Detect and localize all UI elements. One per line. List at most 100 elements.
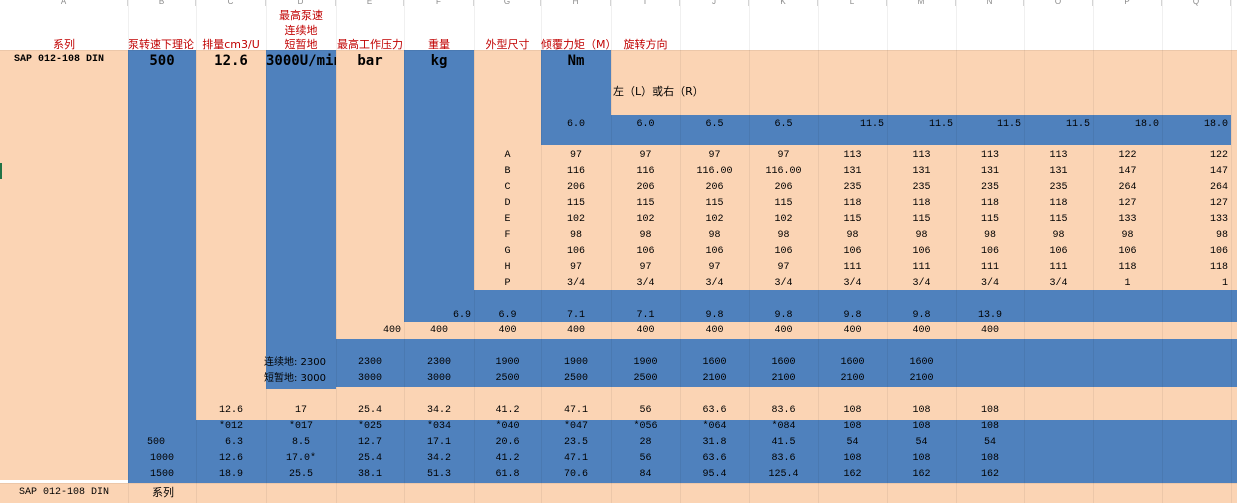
column-header-e[interactable]: E: [336, 0, 404, 6]
cell-pressure[interactable]: 400: [980, 325, 999, 336]
cell-flow[interactable]: 17.1: [426, 437, 451, 448]
cell-intermittent-speed[interactable]: 2500: [633, 373, 658, 384]
dim-value[interactable]: 98: [983, 230, 996, 241]
cell-weight[interactable]: 7.1: [566, 310, 585, 321]
dim-value[interactable]: 102: [636, 214, 655, 225]
cell-continuous-speed[interactable]: 1600: [840, 357, 865, 368]
cell-moment[interactable]: 6.0: [566, 119, 585, 130]
dim-value[interactable]: 118: [912, 198, 931, 209]
dim-value[interactable]: 131: [843, 166, 862, 177]
cell-flow-speed[interactable]: 1000: [149, 453, 174, 464]
cell-pressure[interactable]: 400: [705, 325, 724, 336]
cell-displacement[interactable]: 41.2: [495, 405, 520, 416]
cell-pressure[interactable]: 400: [498, 325, 517, 336]
dim-value[interactable]: 97: [708, 262, 721, 273]
cell-continuous-label[interactable]: 连续地: 2300: [264, 357, 326, 368]
dim-label-g[interactable]: G: [504, 246, 511, 257]
cell-code[interactable]: *084: [771, 421, 796, 432]
dim-value[interactable]: 235: [1049, 182, 1068, 193]
dim-value[interactable]: 116.00: [765, 166, 802, 177]
cell-flow[interactable]: 47.1: [563, 453, 588, 464]
dim-value[interactable]: 115: [1049, 214, 1068, 225]
cell-flow[interactable]: 54: [983, 437, 996, 448]
header-displacement[interactable]: 排量cm3/U: [202, 38, 260, 51]
dim-value[interactable]: 115: [843, 214, 862, 225]
footer-series-name[interactable]: SAP 012-108 DIN: [18, 487, 109, 498]
header-overturning-moment[interactable]: 倾覆力矩（M）: [541, 38, 611, 51]
cell-displacement[interactable]: 17: [294, 405, 307, 416]
dim-value[interactable]: 131: [1049, 166, 1068, 177]
dim-value[interactable]: 106: [1209, 246, 1228, 257]
cell-intermittent-speed[interactable]: 3000: [426, 373, 451, 384]
dim-value[interactable]: 3/4: [774, 278, 793, 289]
cell-continuous-speed[interactable]: 1900: [563, 357, 588, 368]
cell-flow[interactable]: 83.6: [771, 453, 796, 464]
column-header-f[interactable]: F: [404, 0, 474, 6]
dim-value[interactable]: 116: [566, 166, 585, 177]
cell-moment[interactable]: 11.5: [928, 119, 953, 130]
cell-rotation-direction[interactable]: 左（L）或右（R）: [613, 85, 704, 98]
column-header-q[interactable]: Q: [1162, 0, 1231, 6]
cell-continuous-speed[interactable]: 1600: [702, 357, 727, 368]
cell-flow[interactable]: 70.6: [563, 469, 588, 480]
dim-value[interactable]: 98: [1052, 230, 1065, 241]
dim-value[interactable]: 115: [912, 214, 931, 225]
cell-weight[interactable]: 9.8: [774, 310, 793, 321]
dim-value[interactable]: 115: [705, 198, 724, 209]
cell-flow[interactable]: 6.3: [224, 437, 243, 448]
cell-displacement[interactable]: 108: [980, 405, 999, 416]
dim-value[interactable]: 98: [777, 230, 790, 241]
cell-pressure[interactable]: 400: [429, 325, 448, 336]
dim-value[interactable]: 133: [1118, 214, 1137, 225]
cell-code[interactable]: *025: [357, 421, 382, 432]
cell-flow[interactable]: 25.4: [357, 453, 382, 464]
column-header-h[interactable]: H: [541, 0, 611, 6]
dim-label-f[interactable]: F: [504, 230, 511, 241]
cell-weight[interactable]: 9.8: [843, 310, 862, 321]
dim-value[interactable]: 97: [777, 150, 790, 161]
dim-value[interactable]: 3/4: [566, 278, 585, 289]
column-header-a[interactable]: A: [0, 0, 128, 6]
column-header-j[interactable]: J: [680, 0, 749, 6]
cell-intermittent-speed[interactable]: 2100: [702, 373, 727, 384]
cell-moment[interactable]: 11.5: [996, 119, 1021, 130]
dim-value[interactable]: 106: [912, 246, 931, 257]
cell-continuous-speed[interactable]: 2300: [426, 357, 451, 368]
dim-value[interactable]: 131: [912, 166, 931, 177]
cell-flow[interactable]: 108: [980, 453, 999, 464]
cell-displacement[interactable]: 108: [843, 405, 862, 416]
cell-flow[interactable]: 25.5: [288, 469, 313, 480]
dim-label-a[interactable]: A: [504, 150, 511, 161]
dim-value[interactable]: 102: [566, 214, 585, 225]
dim-value[interactable]: 113: [1049, 150, 1068, 161]
cell-code[interactable]: 108: [980, 421, 999, 432]
cell-pressure[interactable]: 400: [774, 325, 793, 336]
cell-continuous-speed[interactable]: 1600: [771, 357, 796, 368]
cell-code[interactable]: *017: [288, 421, 313, 432]
cell-code[interactable]: *047: [563, 421, 588, 432]
dim-value[interactable]: 206: [636, 182, 655, 193]
cell-code[interactable]: *064: [702, 421, 727, 432]
cell-pressure[interactable]: 400: [636, 325, 655, 336]
cell-flow[interactable]: 108: [843, 453, 862, 464]
cell-weight[interactable]: 7.1: [636, 310, 655, 321]
dim-value[interactable]: 3/4: [636, 278, 655, 289]
cell-flow[interactable]: 56: [639, 453, 652, 464]
dim-value[interactable]: 97: [639, 150, 652, 161]
dim-value[interactable]: 106: [980, 246, 999, 257]
dim-label-b[interactable]: B: [504, 166, 511, 177]
cell-intermittent-speed[interactable]: 2100: [771, 373, 796, 384]
dim-value[interactable]: 98: [639, 230, 652, 241]
column-header-m[interactable]: M: [887, 0, 956, 6]
cell-weight[interactable]: 9.8: [705, 310, 724, 321]
column-header-b[interactable]: B: [128, 0, 196, 6]
cell-flow-speed[interactable]: 500: [146, 437, 165, 448]
dim-value[interactable]: 118: [843, 198, 862, 209]
column-header-d[interactable]: D: [266, 0, 336, 6]
column-header-i[interactable]: I: [611, 0, 680, 6]
cell-flow[interactable]: 12.7: [357, 437, 382, 448]
dim-value[interactable]: 3/4: [1049, 278, 1068, 289]
header-weight[interactable]: 重量: [428, 38, 450, 51]
cell-series-name[interactable]: SAP 012-108 DIN: [14, 54, 105, 65]
